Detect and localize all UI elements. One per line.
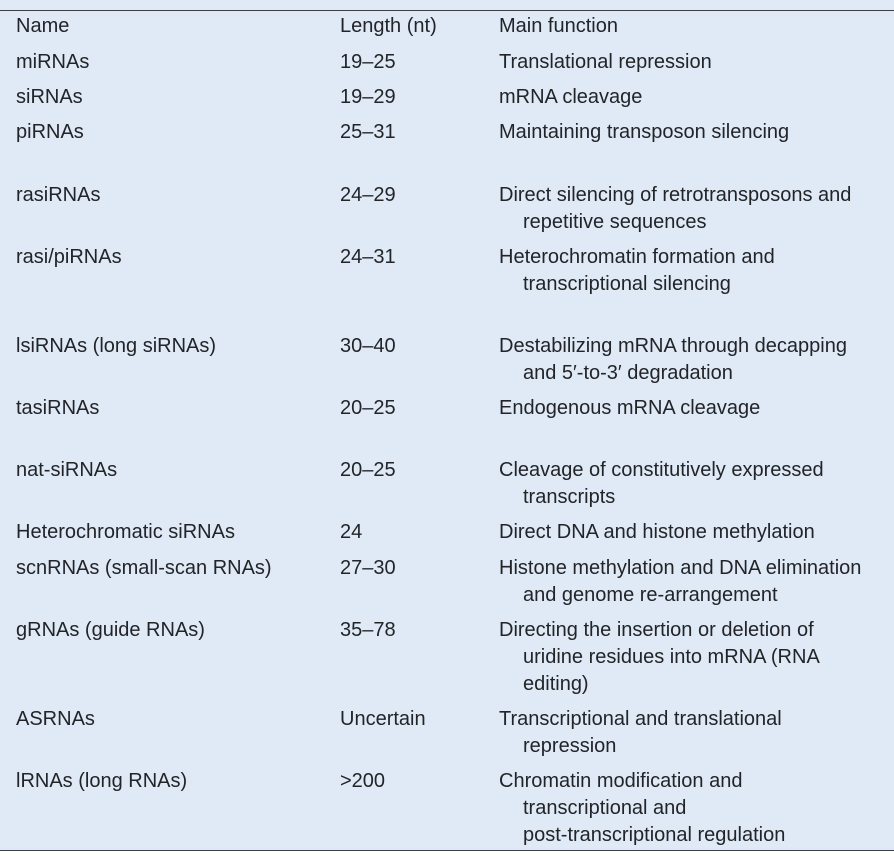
row-length: 20–25 — [340, 397, 396, 419]
row-name: siRNAs — [16, 86, 83, 108]
row-function: Direct DNA and histone methylation — [499, 519, 815, 546]
function-line: Chromatin modification and — [499, 770, 743, 792]
row-name: tasiRNAs — [16, 397, 100, 419]
function-line: Directing the insertion or deletion of — [499, 619, 814, 641]
row-length: 24 — [340, 521, 363, 543]
row-length: 19–29 — [340, 86, 396, 108]
function-line: and genome re-arrangement — [523, 584, 778, 606]
row-function: Destabilizing mRNA through decapping and… — [499, 333, 847, 387]
row-name: lsiRNAs (long siRNAs) — [16, 335, 217, 357]
row-length: 19–25 — [340, 51, 396, 73]
row-name: lRNAs (long RNAs) — [16, 770, 188, 792]
row-function: Directing the insertion or deletion of u… — [499, 617, 820, 698]
row-name: piRNAs — [16, 121, 84, 143]
function-line: Transcriptional and translational — [499, 708, 782, 730]
header-length: Length (nt) — [340, 15, 437, 37]
row-length: Uncertain — [340, 708, 426, 730]
function-line: transcriptional silencing — [523, 273, 731, 295]
row-function: Maintaining transposon silencing — [499, 119, 789, 146]
row-function: Cleavage of constitutively expressed tra… — [499, 457, 824, 511]
row-name: Heterochromatic siRNAs — [16, 521, 235, 543]
row-function: Histone methylation and DNA elimination … — [499, 555, 861, 609]
row-length: 27–30 — [340, 557, 396, 579]
function-line: and 5′-to-3′ degradation — [523, 362, 733, 384]
function-line: Destabilizing mRNA through decapping — [499, 335, 847, 357]
row-length: >200 — [340, 770, 386, 792]
row-function: Heterochromatin formation and transcript… — [499, 244, 775, 298]
row-function: Chromatin modification and transcription… — [499, 768, 785, 849]
function-line: Translational repression — [499, 51, 712, 73]
function-line: Histone methylation and DNA elimination — [499, 557, 862, 579]
header-name: Name — [16, 15, 70, 37]
function-line: Maintaining transposon silencing — [499, 121, 790, 143]
row-name: miRNAs — [16, 51, 90, 73]
function-line: Direct DNA and histone methylation — [499, 521, 815, 543]
row-function: Direct silencing of retrotransposons and… — [499, 182, 851, 236]
row-name: gRNAs (guide RNAs) — [16, 619, 205, 641]
function-line: post-transcriptional regulation — [523, 824, 786, 846]
row-name: ASRNAs — [16, 708, 95, 730]
row-name: rasi/piRNAs — [16, 246, 122, 268]
row-length: 24–31 — [340, 246, 396, 268]
row-name: scnRNAs (small-scan RNAs) — [16, 557, 272, 579]
row-length: 24–29 — [340, 184, 396, 206]
row-function: Translational repression — [499, 49, 712, 76]
row-name: nat-siRNAs — [16, 459, 118, 481]
row-function: Transcriptional and translational repres… — [499, 706, 782, 760]
top-rule — [0, 10, 894, 11]
function-line: transcriptional and — [523, 797, 687, 819]
row-length: 35–78 — [340, 619, 396, 641]
function-line: Direct silencing of retrotransposons and — [499, 184, 852, 206]
function-line: Heterochromatin formation and — [499, 246, 775, 268]
header-function: Main function — [499, 15, 618, 37]
row-function: mRNA cleavage — [499, 84, 642, 111]
row-function: Endogenous mRNA cleavage — [499, 395, 760, 422]
row-name: rasiRNAs — [16, 184, 101, 206]
row-length: 30–40 — [340, 335, 396, 357]
bottom-rule — [0, 850, 894, 851]
function-line: Endogenous mRNA cleavage — [499, 397, 761, 419]
function-line: repetitive sequences — [523, 211, 707, 233]
function-line: repression — [523, 735, 617, 757]
function-line: editing) — [523, 673, 589, 695]
function-line: uridine residues into mRNA (RNA — [523, 646, 820, 668]
row-length: 25–31 — [340, 121, 396, 143]
row-length: 20–25 — [340, 459, 396, 481]
function-line: Cleavage of constitutively expressed — [499, 459, 824, 481]
function-line: transcripts — [523, 486, 616, 508]
function-line: mRNA cleavage — [499, 86, 643, 108]
